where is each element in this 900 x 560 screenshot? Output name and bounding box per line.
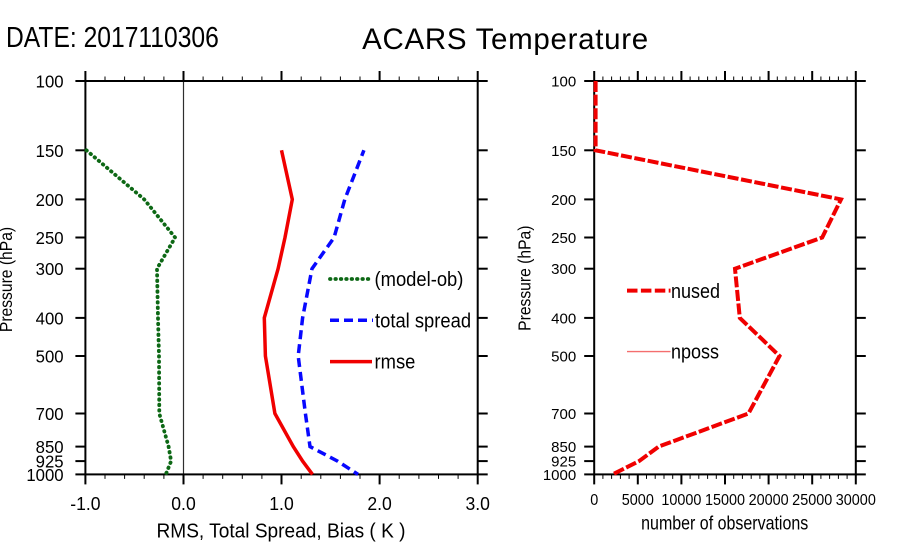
svg-text:1.0: 1.0 xyxy=(269,494,293,515)
svg-text:850: 850 xyxy=(551,439,576,456)
svg-text:200: 200 xyxy=(36,189,64,210)
svg-text:850: 850 xyxy=(36,437,64,458)
svg-text:Pressure (hPa): Pressure (hPa) xyxy=(0,227,16,332)
svg-text:0.0: 0.0 xyxy=(171,494,195,515)
svg-text:5000: 5000 xyxy=(622,491,654,509)
svg-text:1000: 1000 xyxy=(26,464,63,485)
svg-text:400: 400 xyxy=(551,310,576,327)
svg-text:30000: 30000 xyxy=(836,491,876,509)
svg-text:25000: 25000 xyxy=(792,491,832,509)
svg-text:150: 150 xyxy=(36,140,64,161)
svg-text:10000: 10000 xyxy=(661,491,701,509)
svg-text:500: 500 xyxy=(36,346,64,367)
svg-text:200: 200 xyxy=(551,192,576,209)
svg-text:(model-ob): (model-ob) xyxy=(375,269,464,291)
svg-text:300: 300 xyxy=(551,261,576,278)
svg-text:1000: 1000 xyxy=(543,467,576,484)
svg-text:nposs: nposs xyxy=(671,342,719,364)
svg-text:100: 100 xyxy=(551,74,576,91)
svg-text:925: 925 xyxy=(36,451,64,472)
svg-text:925: 925 xyxy=(551,454,576,471)
svg-text:100: 100 xyxy=(36,71,64,92)
svg-text:DATE: 2017110306: DATE: 2017110306 xyxy=(6,21,219,53)
svg-text:3.0: 3.0 xyxy=(465,494,489,515)
svg-text:-1.0: -1.0 xyxy=(70,494,100,515)
svg-text:total spread: total spread xyxy=(375,311,471,333)
svg-text:700: 700 xyxy=(551,406,576,423)
svg-text:20000: 20000 xyxy=(749,491,789,509)
svg-text:15000: 15000 xyxy=(705,491,745,509)
svg-text:500: 500 xyxy=(551,349,576,366)
svg-text:nused: nused xyxy=(671,281,720,303)
svg-text:400: 400 xyxy=(36,308,64,329)
svg-text:250: 250 xyxy=(551,230,576,247)
svg-text:700: 700 xyxy=(36,403,64,424)
svg-text:2.0: 2.0 xyxy=(367,494,391,515)
svg-text:ACARS Temperature: ACARS Temperature xyxy=(362,23,649,56)
svg-text:number of observations: number of observations xyxy=(641,512,808,534)
svg-text:rmse: rmse xyxy=(375,352,416,374)
svg-text:RMS, Total Spread, Bias ( K ): RMS, Total Spread, Bias ( K ) xyxy=(156,520,405,543)
svg-text:0: 0 xyxy=(590,491,598,509)
svg-text:Pressure (hPa): Pressure (hPa) xyxy=(514,226,534,331)
svg-text:150: 150 xyxy=(551,143,576,160)
svg-text:250: 250 xyxy=(36,227,64,248)
svg-text:300: 300 xyxy=(36,259,64,280)
